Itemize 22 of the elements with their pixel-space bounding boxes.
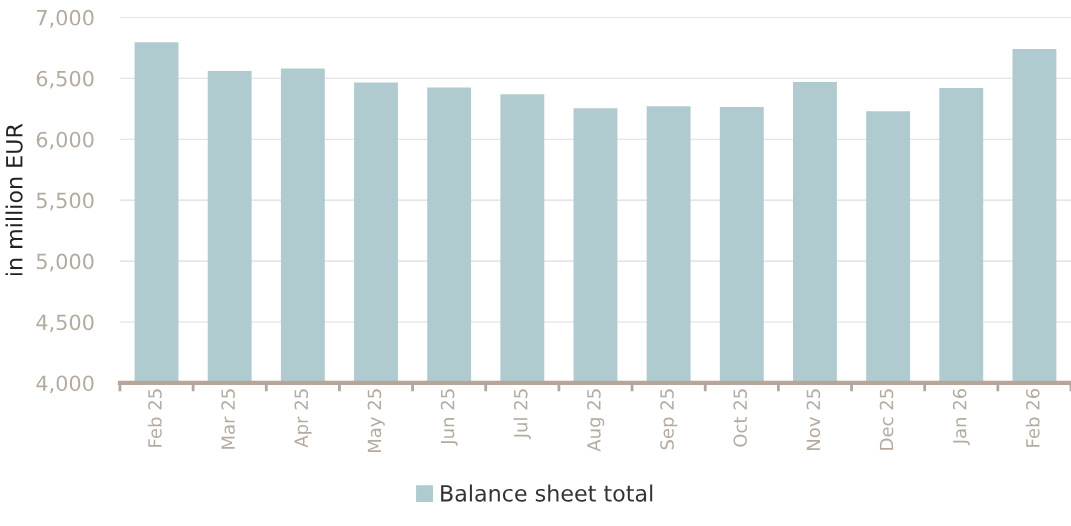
- y-tick-label: 5,500: [36, 192, 94, 211]
- legend-label: Balance sheet total: [441, 484, 653, 502]
- x-tick-label: Jul 25: [513, 389, 531, 440]
- x-tick-label: May 25: [367, 389, 385, 453]
- x-tick-label: Feb 25: [147, 389, 162, 447]
- x-tick-label: Aug 25: [587, 389, 605, 452]
- y-tick-label: 4,500: [36, 314, 94, 333]
- x-tick-label: Oct 25: [733, 389, 748, 447]
- x-tick-label: Feb 26: [1025, 388, 1040, 447]
- x-tick-label: Mar 25: [221, 389, 235, 449]
- y-tick-label: 6,000: [36, 131, 94, 150]
- x-tick-label: Apr 25: [294, 389, 312, 448]
- y-tick-label: 6,500: [36, 70, 94, 89]
- y-tick-label: 7,000: [37, 9, 94, 28]
- x-tick-label: Sep 25: [660, 389, 678, 450]
- y-axis-title: in million EUR: [5, 123, 23, 276]
- x-tick-label: Jun 25: [440, 389, 458, 446]
- y-tick-label: 5,000: [36, 253, 94, 272]
- y-tick-label: 4,000: [36, 375, 94, 394]
- x-tick-label: Jan 26: [952, 388, 970, 446]
- x-tick-label: Dec 25: [879, 389, 894, 450]
- x-tick-label: Nov 25: [806, 389, 821, 450]
